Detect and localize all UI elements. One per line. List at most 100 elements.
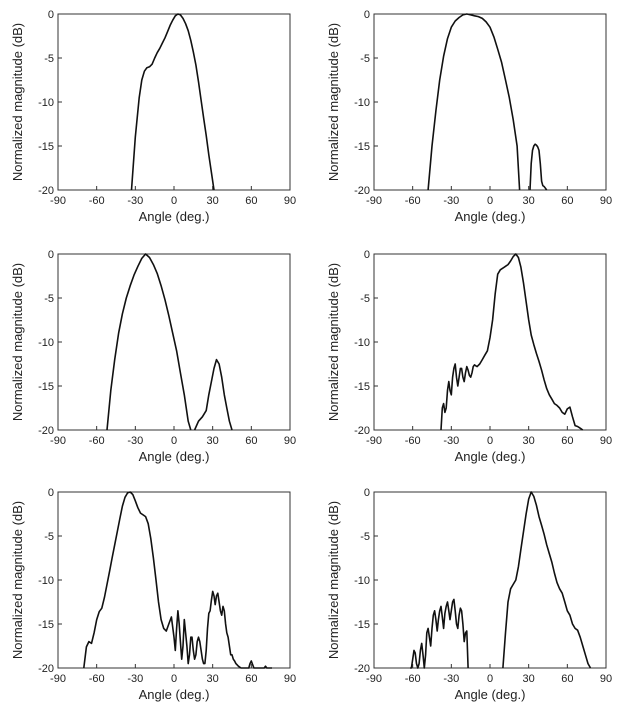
- x-tick-label: -90: [50, 435, 66, 447]
- x-tick-label: -30: [127, 673, 143, 685]
- x-tick-label: 90: [284, 435, 296, 447]
- series-line: [193, 358, 233, 431]
- x-tick-label: -30: [127, 435, 143, 447]
- x-tick-label: 0: [487, 673, 493, 685]
- y-tick-label: -15: [354, 619, 370, 631]
- plot-frame: [373, 13, 607, 191]
- x-tick-label: -60: [89, 673, 105, 685]
- plot-frame: [373, 491, 607, 669]
- y-tick-label: -20: [38, 185, 54, 197]
- x-tick-label: -90: [50, 673, 66, 685]
- x-axis-label: Angle (deg.): [455, 687, 526, 702]
- x-tick-label: 30: [523, 673, 535, 685]
- series-line: [427, 13, 521, 191]
- y-tick-label: 0: [48, 9, 54, 21]
- y-tick-label: -20: [354, 185, 370, 197]
- y-tick-label: 0: [364, 249, 370, 261]
- x-tick-label: 60: [245, 195, 257, 207]
- y-axis-label: Normalized magnitude (dB): [326, 23, 341, 181]
- chart-panel-4: -90 -60 -30 0 30 60 90 0 -5 -10 -15 -20 Angle (deg.)…: [316, 240, 632, 478]
- x-tick-label: 90: [600, 195, 612, 207]
- x-axis-label: Angle (deg.): [139, 209, 210, 224]
- y-axis-label: Normalized magnitude (dB): [10, 23, 25, 181]
- y-tick-label: -15: [38, 381, 54, 393]
- y-tick-label: -15: [354, 141, 370, 153]
- series-line: [410, 598, 469, 669]
- series-line: [529, 143, 548, 191]
- chart-svg-1: -90 -60 -30 0 30 60 90 0 -5 -10 -15 -20 Angle (deg.)…: [10, 9, 296, 224]
- y-tick-label: -20: [38, 663, 54, 675]
- x-tick-label: 90: [284, 195, 296, 207]
- x-tick-label: 30: [207, 673, 219, 685]
- y-tick-label: -5: [44, 531, 54, 543]
- x-tick-label: 30: [207, 435, 219, 447]
- series-line: [106, 253, 192, 431]
- x-tick-label: -90: [50, 195, 66, 207]
- y-tick-label: -5: [44, 293, 54, 305]
- plot-frame: [373, 253, 607, 431]
- chart-panel-2: -90 -60 -30 0 30 60 90 0 -5 -10 -15 -20 Angle (deg.)…: [316, 0, 632, 238]
- y-tick-label: -5: [360, 531, 370, 543]
- x-axis-label: Angle (deg.): [455, 449, 526, 464]
- x-tick-label: 30: [523, 435, 535, 447]
- y-tick-label: 0: [364, 9, 370, 21]
- y-axis-label: Normalized magnitude (dB): [10, 501, 25, 659]
- y-tick-label: -10: [38, 337, 54, 349]
- x-tick-label: 0: [171, 673, 177, 685]
- x-tick-label: 60: [561, 435, 573, 447]
- x-tick-label: 0: [487, 195, 493, 207]
- x-tick-label: -60: [405, 195, 421, 207]
- x-tick-label: -60: [89, 435, 105, 447]
- y-tick-label: -10: [38, 97, 54, 109]
- x-tick-label: -30: [127, 195, 143, 207]
- chart-panel-1: -90 -60 -30 0 30 60 90 0 -5 -10 -15 -20 Angle (deg.)…: [0, 0, 316, 238]
- y-axis-label: Normalized magnitude (dB): [326, 263, 341, 421]
- plot-frame: [57, 13, 291, 191]
- y-tick-label: -20: [354, 663, 370, 675]
- y-tick-label: -15: [38, 141, 54, 153]
- series-line: [440, 253, 584, 431]
- x-tick-label: 90: [600, 435, 612, 447]
- x-tick-label: -30: [443, 195, 459, 207]
- x-tick-label: 60: [245, 435, 257, 447]
- x-tick-label: -30: [443, 673, 459, 685]
- x-tick-label: -60: [89, 195, 105, 207]
- x-tick-label: -90: [366, 195, 382, 207]
- x-tick-label: 90: [284, 673, 296, 685]
- y-tick-label: -10: [354, 575, 370, 587]
- y-tick-label: -5: [360, 53, 370, 65]
- x-tick-label: 60: [561, 673, 573, 685]
- x-axis-label: Angle (deg.): [139, 687, 210, 702]
- x-tick-label: -60: [405, 435, 421, 447]
- x-tick-label: 30: [523, 195, 535, 207]
- y-tick-label: -10: [354, 97, 370, 109]
- x-tick-label: -60: [405, 673, 421, 685]
- series-line: [502, 491, 592, 669]
- y-axis-label: Normalized magnitude (dB): [326, 501, 341, 659]
- chart-svg-3: -90 -60 -30 0 30 60 90 0 -5 -10 -15 -20 Angle (deg.)…: [10, 249, 296, 464]
- x-tick-label: 30: [207, 195, 219, 207]
- chart-panel-5: -90 -60 -30 0 30 60 90 0 -5 -10 -15 -20 Angle (deg.)…: [0, 478, 316, 716]
- x-tick-label: 60: [561, 195, 573, 207]
- chart-panel-3: -90 -60 -30 0 30 60 90 0 -5 -10 -15 -20 Angle (deg.)…: [0, 240, 316, 478]
- series-line: [130, 13, 215, 191]
- x-tick-label: 0: [171, 435, 177, 447]
- y-tick-label: 0: [48, 487, 54, 499]
- x-tick-label: 90: [600, 673, 612, 685]
- chart-svg-4: -90 -60 -30 0 30 60 90 0 -5 -10 -15 -20 Angle (deg.)…: [326, 249, 612, 464]
- chart-svg-5: -90 -60 -30 0 30 60 90 0 -5 -10 -15 -20 Angle (deg.)…: [10, 487, 296, 702]
- y-tick-label: 0: [48, 249, 54, 261]
- y-tick-label: -20: [38, 425, 54, 437]
- chart-panel-6: -90 -60 -30 0 30 60 90 0 -5 -10 -15 -20 Angle (deg.)…: [316, 478, 632, 716]
- y-tick-label: -5: [360, 293, 370, 305]
- x-tick-label: 0: [171, 195, 177, 207]
- chart-svg-6: -90 -60 -30 0 30 60 90 0 -5 -10 -15 -20 Angle (deg.)…: [326, 487, 612, 702]
- x-tick-label: 0: [487, 435, 493, 447]
- y-tick-label: -20: [354, 425, 370, 437]
- x-tick-label: 60: [245, 673, 257, 685]
- y-tick-label: -10: [354, 337, 370, 349]
- x-axis-label: Angle (deg.): [139, 449, 210, 464]
- y-tick-label: -5: [44, 53, 54, 65]
- x-tick-label: -90: [366, 673, 382, 685]
